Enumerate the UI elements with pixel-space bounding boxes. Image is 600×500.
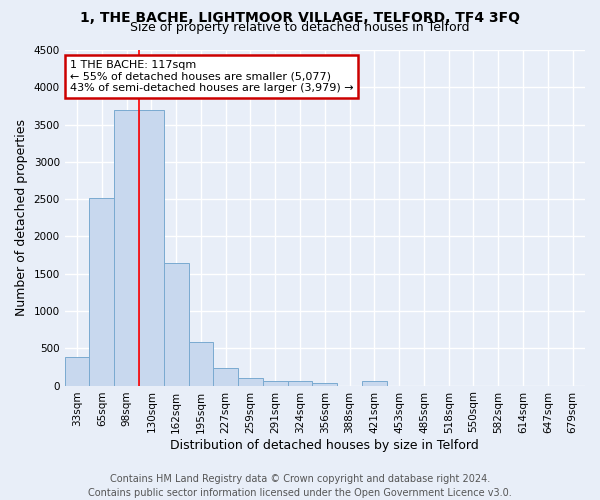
Text: Size of property relative to detached houses in Telford: Size of property relative to detached ho… bbox=[130, 22, 470, 35]
Text: 1 THE BACHE: 117sqm
← 55% of detached houses are smaller (5,077)
43% of semi-det: 1 THE BACHE: 117sqm ← 55% of detached ho… bbox=[70, 60, 353, 94]
Text: Contains HM Land Registry data © Crown copyright and database right 2024.
Contai: Contains HM Land Registry data © Crown c… bbox=[88, 474, 512, 498]
Bar bbox=[214, 368, 238, 386]
Bar bbox=[263, 381, 287, 386]
Bar bbox=[362, 382, 387, 386]
Bar bbox=[89, 198, 114, 386]
Bar bbox=[139, 110, 164, 386]
Bar bbox=[188, 342, 214, 386]
X-axis label: Distribution of detached houses by size in Telford: Distribution of detached houses by size … bbox=[170, 440, 479, 452]
Bar bbox=[287, 382, 313, 386]
Bar bbox=[114, 110, 139, 386]
Bar bbox=[65, 357, 89, 386]
Y-axis label: Number of detached properties: Number of detached properties bbox=[15, 120, 28, 316]
Bar bbox=[164, 264, 188, 386]
Bar bbox=[238, 378, 263, 386]
Bar bbox=[313, 382, 337, 386]
Text: 1, THE BACHE, LIGHTMOOR VILLAGE, TELFORD, TF4 3FQ: 1, THE BACHE, LIGHTMOOR VILLAGE, TELFORD… bbox=[80, 11, 520, 25]
